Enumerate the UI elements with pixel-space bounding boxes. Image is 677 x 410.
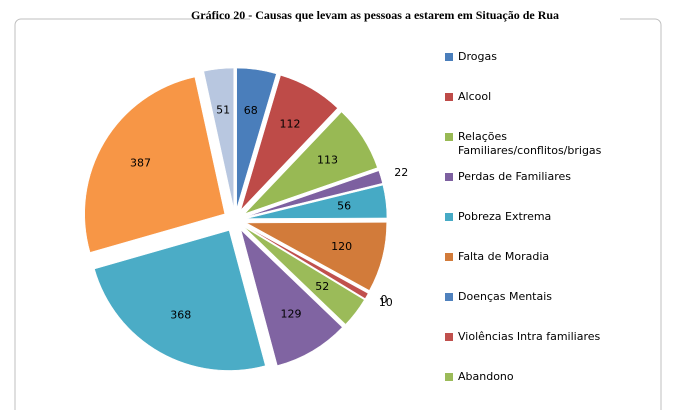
legend-label: Violências Intra familiares	[458, 330, 601, 343]
pie-slice	[203, 67, 234, 209]
legend-swatch	[445, 173, 453, 181]
legend-label: Perdas de Familiares	[458, 170, 571, 183]
legend-label: Falta de Moradia	[458, 250, 550, 263]
pie-slice	[84, 76, 225, 253]
legend-label: Relações Familiares/conflitos/brigas	[458, 130, 602, 157]
legend-swatch	[445, 93, 453, 101]
legend-label: Doenças Mentais	[458, 290, 553, 303]
data-label: 368	[170, 309, 191, 322]
legend-item: Falta de Moradia	[445, 250, 615, 290]
data-label: 0	[380, 293, 387, 306]
legend-label: Abandono	[458, 370, 514, 383]
pie-slice	[240, 75, 338, 210]
pie-slice	[246, 170, 383, 217]
data-label: 22	[394, 166, 408, 179]
data-label: 56	[337, 200, 351, 213]
pie-slice	[246, 184, 388, 219]
pie-slice	[245, 225, 369, 299]
pie-slice	[245, 225, 369, 294]
legend-swatch	[445, 333, 453, 341]
legend-swatch	[445, 373, 453, 381]
data-label: 112	[280, 118, 301, 131]
data-label: 68	[244, 104, 258, 117]
data-label: 387	[130, 157, 151, 170]
legend: Drogas Alcool Relações Familiares/conflito…	[445, 50, 615, 410]
legend-item: Violências Intra familiares	[445, 330, 615, 370]
legend-label: Drogas	[458, 50, 497, 63]
data-label: 52	[315, 280, 329, 293]
legend-item: Perdas de Familiares	[445, 170, 615, 210]
legend-item: Alcool	[445, 90, 615, 130]
legend-label: Alcool	[458, 90, 492, 103]
data-label: 120	[331, 240, 352, 253]
pie-slice	[245, 222, 387, 291]
pie-slice	[244, 227, 365, 325]
legend-swatch	[445, 133, 453, 141]
legend-swatch	[445, 53, 453, 61]
data-label: 51	[216, 104, 230, 117]
legend-swatch	[445, 213, 453, 221]
pie-slice	[236, 67, 277, 209]
legend-item: Drogas	[445, 50, 615, 90]
title-bg	[250, 8, 620, 24]
pie-slice	[244, 111, 378, 214]
legend-item: Doenças Mentais	[445, 290, 615, 330]
pie-slice	[94, 230, 266, 371]
legend-item: Pobreza Extrema	[445, 210, 615, 250]
data-label: 129	[281, 308, 302, 321]
pie-slice	[240, 229, 343, 366]
legend-swatch	[445, 293, 453, 301]
legend-label: Pobreza Extrema	[458, 210, 552, 223]
legend-item: Relações Familiares/conflitos/brigas	[445, 130, 615, 170]
legend-item: Abandono	[445, 370, 615, 410]
data-label: 113	[317, 153, 338, 166]
data-label: 10	[379, 296, 393, 309]
legend-swatch	[445, 253, 453, 261]
chart-title: Gráfico 20 - Causas que levam as pessoas…	[191, 8, 559, 22]
